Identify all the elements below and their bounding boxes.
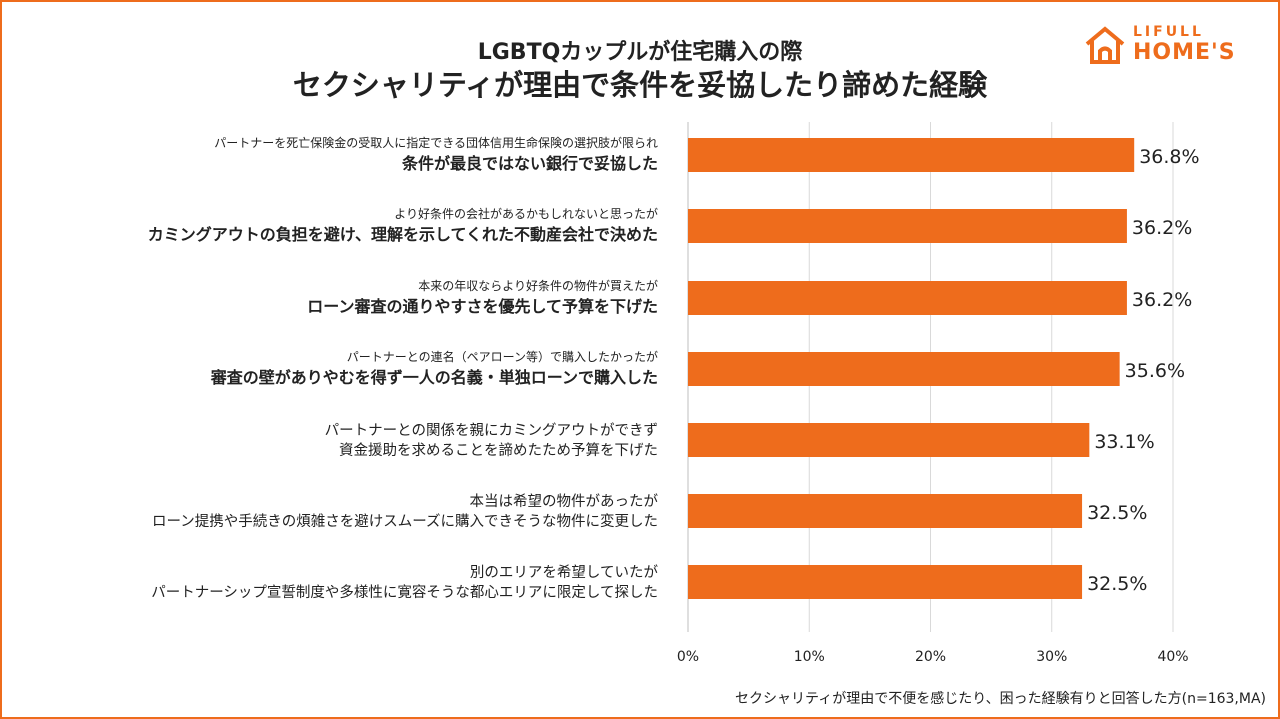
category-label-line2: 資金援助を求めることを諦めたため予算を下げた xyxy=(339,442,658,459)
brand-logo: LIFULL HOME'S xyxy=(1084,22,1259,68)
x-tick-label: 10% xyxy=(794,649,825,665)
category-label-line2: パートナーシップ宣誓制度や多様性に寛容そうな都心エリアに限定して探した xyxy=(151,584,658,601)
category-label-line2: 条件が最良ではない銀行で妥協した xyxy=(401,154,658,173)
data-label: 32.5% xyxy=(1087,502,1147,524)
data-label: 33.1% xyxy=(1094,431,1154,453)
data-label: 36.2% xyxy=(1132,289,1192,311)
bar xyxy=(688,352,1120,386)
data-label: 36.2% xyxy=(1132,217,1192,239)
category-label-line1: パートナーとの連名（ペアローン等）で購入したかったが xyxy=(347,349,658,364)
category-label-line2: ローン審査の通りやすさを優先して予算を下げた xyxy=(307,297,658,316)
chart-footnote: セクシャリティが理由で不便を感じたり、困った経験有りと回答した方(n=163,M… xyxy=(735,691,1266,707)
logo-text-homes: HOME'S xyxy=(1133,40,1236,65)
logo-text-lifull: LIFULL xyxy=(1133,24,1204,40)
category-label-line1: 本当は希望の物件があったが xyxy=(470,493,659,510)
category-label-line2: 審査の壁がありやむを得ず一人の名義・単独ローンで購入した xyxy=(210,368,658,387)
bar xyxy=(688,281,1127,315)
data-label: 36.8% xyxy=(1139,146,1199,168)
x-tick-label: 40% xyxy=(1157,649,1188,665)
category-label-line1: パートナーを死亡保険金の受取人に指定できる団体信用生命保険の選択肢が限られ xyxy=(214,135,658,150)
x-tick-label: 0% xyxy=(677,649,699,665)
data-label: 35.6% xyxy=(1125,360,1185,382)
category-label-line1: 別のエリアを希望していたが xyxy=(470,564,659,581)
category-label-line1: パートナーとの関係を親にカミングアウトができず xyxy=(325,422,658,439)
chart-title-line1: LGBTQカップルが住宅購入の際 xyxy=(477,40,803,65)
bar xyxy=(688,209,1127,243)
category-label-line2: カミングアウトの負担を避け、理解を示してくれた不動産会社で決めた xyxy=(148,225,658,244)
house-icon xyxy=(1085,26,1125,64)
bar xyxy=(688,138,1135,172)
category-label-line2: ローン提携や手続きの煩雑さを避けスムーズに購入できそうな物件に変更した xyxy=(152,513,658,530)
category-label-line1: 本来の年収ならより好条件の物件が買えたが xyxy=(418,278,658,293)
x-tick-label: 20% xyxy=(915,649,946,665)
data-label: 32.5% xyxy=(1087,573,1147,595)
chart-title-line2: セクシャリティが理由で条件を妥協したり諦めた経験 xyxy=(292,68,988,102)
category-label-line1: より好条件の会社があるかもしれないと思ったが xyxy=(394,206,658,221)
x-tick-label: 30% xyxy=(1036,649,1067,665)
bar xyxy=(688,565,1083,599)
bar xyxy=(688,494,1083,528)
bar xyxy=(688,423,1090,457)
